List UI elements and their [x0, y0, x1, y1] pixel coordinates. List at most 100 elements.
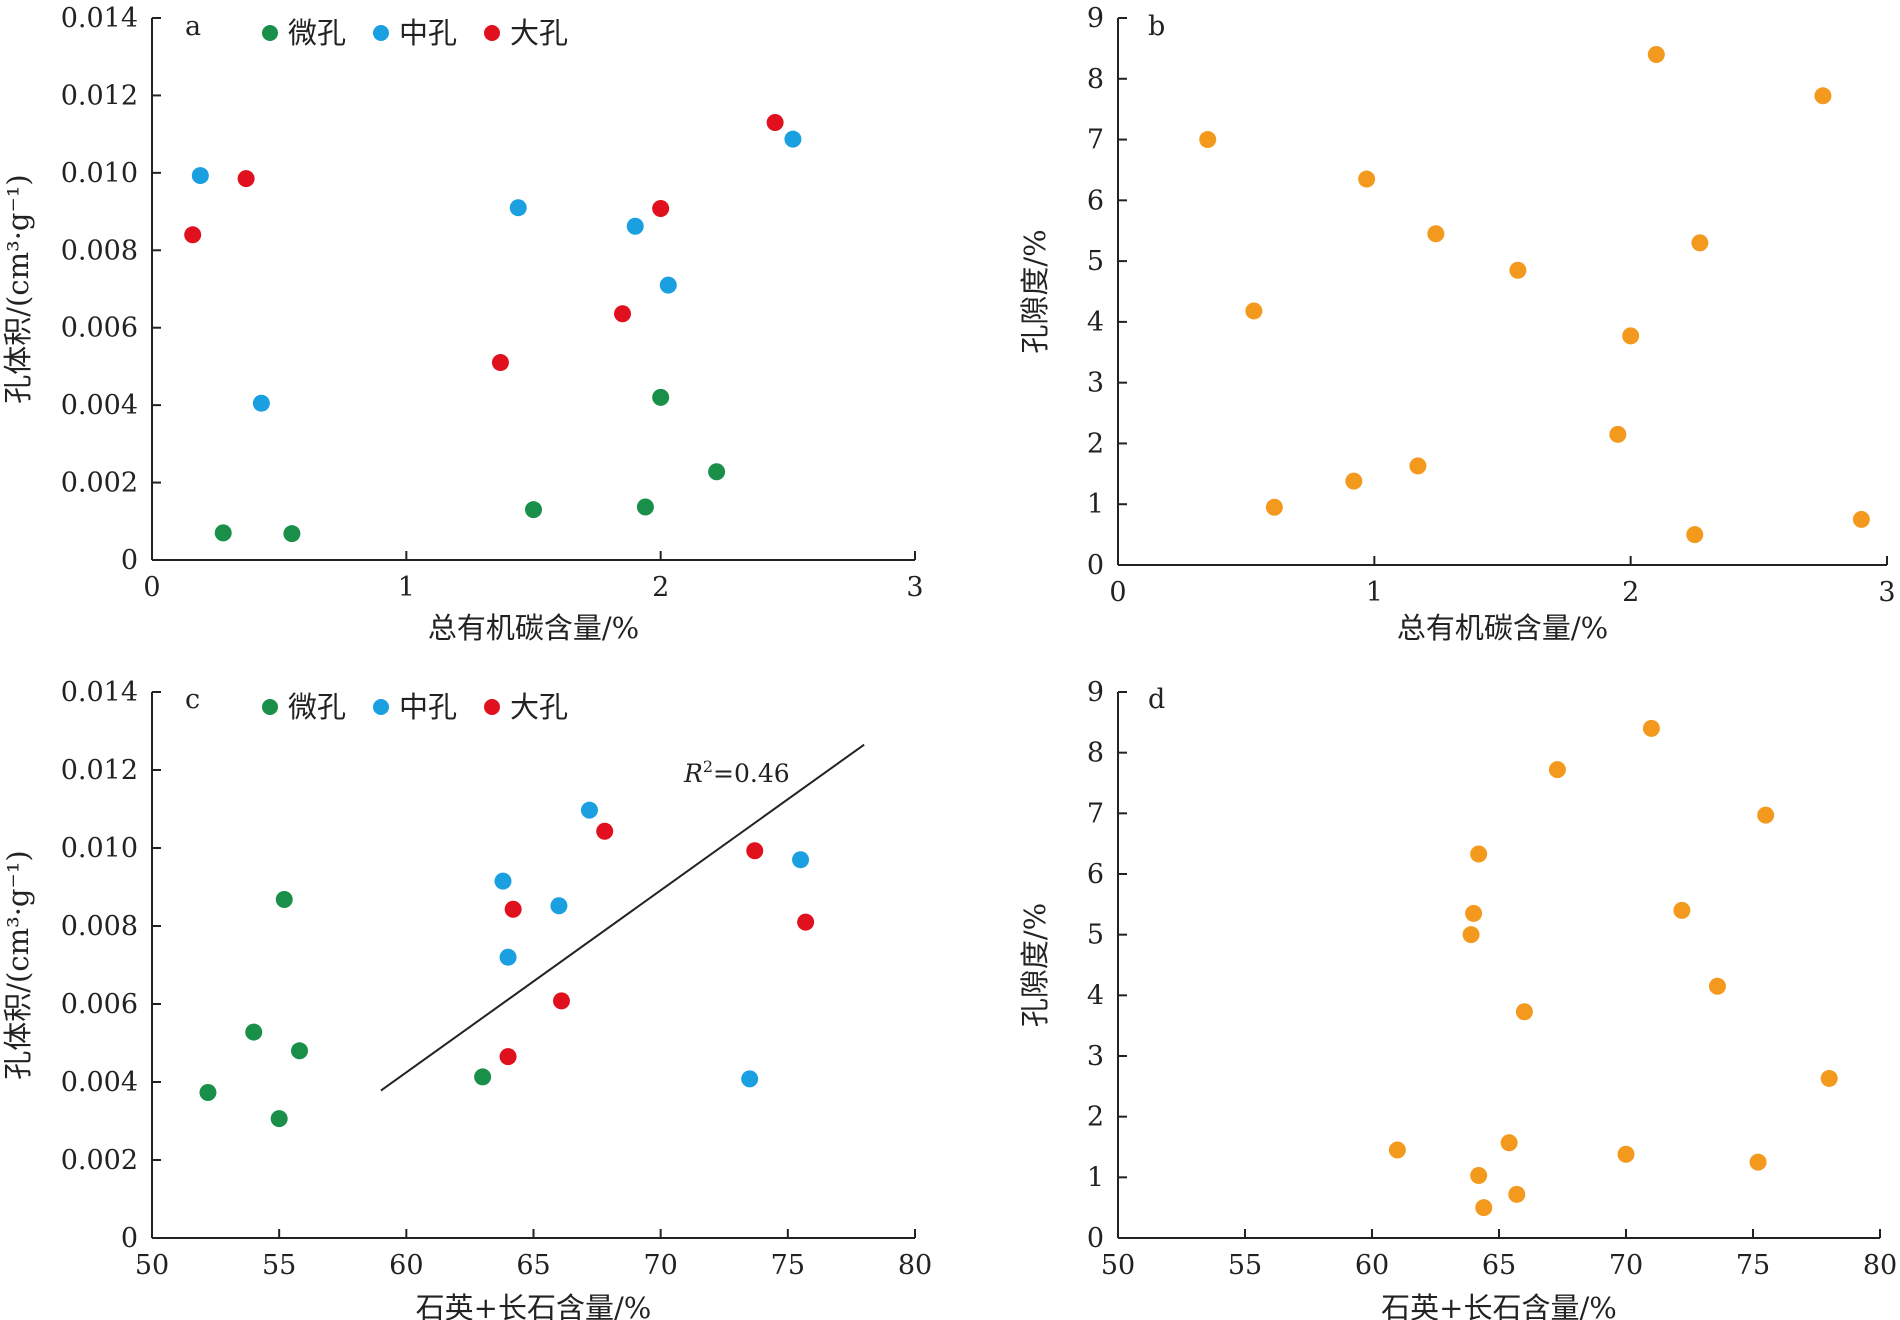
x-axis-title: 总有机碳含量/%	[1397, 611, 1608, 645]
data-point-porosity	[1708, 977, 1726, 995]
data-point-porosity	[1548, 761, 1566, 779]
data-point-porosity	[1757, 806, 1775, 824]
x-axis-title: 石英+长石含量/%	[416, 1291, 652, 1320]
x-tick-label: 60	[1355, 1250, 1389, 1281]
data-point-porosity	[1470, 845, 1488, 863]
y-tick-label: 2	[1087, 1102, 1104, 1133]
y-tick-label: 0.014	[61, 677, 138, 708]
y-tick-label: 7	[1087, 125, 1104, 156]
y-axis-title: 孔体积/(cm³·g⁻¹)	[1, 174, 35, 403]
x-tick-label: 70	[1609, 1250, 1643, 1281]
data-point-porosity	[1852, 510, 1870, 528]
chart-panel-d: 0 1 2 3 4 5 6 7 8 9 50 55 60 65 70 75 80 石英+长石含量/% 孔隙度/% d	[1018, 677, 1897, 1320]
data-point-porosity	[1749, 1153, 1767, 1171]
data-point-porosity	[1462, 926, 1480, 944]
panel-letter: b	[1148, 11, 1165, 42]
y-tick-label: 4	[1087, 980, 1104, 1011]
y-tick-label: 7	[1087, 798, 1104, 829]
x-tick-label: 60	[389, 1250, 423, 1281]
legend-marker	[484, 699, 500, 715]
y-tick-label: 8	[1087, 64, 1104, 95]
data-point-porosity	[1465, 904, 1483, 922]
y-tick-label: 6	[1087, 185, 1104, 216]
data-point-porosity	[1388, 1141, 1406, 1159]
data-point-porosity	[1617, 1145, 1635, 1163]
data-point-porosity	[1500, 1134, 1518, 1152]
x-axis-title: 石英+长石含量/%	[1381, 1291, 1617, 1320]
data-point-porosity	[1358, 170, 1376, 188]
data-point-series2	[237, 170, 255, 188]
data-point-series2	[766, 114, 784, 132]
data-point-series1	[626, 217, 644, 235]
data-point-series2	[552, 992, 570, 1010]
x-tick-label: 65	[1482, 1250, 1516, 1281]
x-tick-label: 75	[1736, 1250, 1770, 1281]
y-tick-label: 3	[1087, 368, 1104, 399]
data-point-series0	[708, 463, 726, 481]
legend-label: 中孔	[399, 16, 457, 50]
data-point-porosity	[1470, 1167, 1488, 1185]
x-tick-label: 2	[1622, 577, 1639, 608]
r-value: =0.46	[713, 759, 790, 788]
y-tick-label: 0	[121, 545, 138, 576]
y-tick-label: 2	[1087, 428, 1104, 459]
data-point-porosity	[1609, 425, 1627, 443]
y-tick-label: 0.014	[61, 3, 138, 34]
trendline	[380, 743, 865, 1092]
data-point-series1	[659, 276, 677, 294]
x-tick-label: 65	[516, 1250, 550, 1281]
data-point-series1	[580, 801, 598, 819]
data-point-porosity	[1508, 1185, 1526, 1203]
y-tick-label: 0.008	[61, 911, 138, 942]
y-tick-label: 3	[1087, 1041, 1104, 1072]
x-tick-label: 55	[1228, 1250, 1262, 1281]
x-tick-label: 80	[1863, 1250, 1897, 1281]
data-point-porosity	[1345, 472, 1363, 490]
data-point-series0	[199, 1084, 217, 1102]
y-tick-label: 0.002	[61, 1145, 138, 1176]
y-tick-label: 4	[1087, 307, 1104, 338]
data-point-porosity	[1265, 498, 1283, 516]
data-point-series1	[550, 897, 568, 915]
x-tick-label: 1	[1366, 577, 1383, 608]
legend-marker	[262, 25, 278, 41]
data-point-porosity	[1515, 1003, 1533, 1021]
data-point-series0	[270, 1110, 288, 1128]
data-point-series1	[792, 851, 810, 869]
x-tick-label: 0	[1109, 577, 1126, 608]
y-tick-label: 1	[1087, 1162, 1104, 1193]
y-tick-label: 0	[1087, 1223, 1104, 1254]
legend-label: 微孔	[288, 690, 346, 724]
data-point-series2	[504, 900, 522, 918]
data-point-series1	[494, 872, 512, 890]
data-point-series2	[797, 913, 815, 931]
data-point-porosity	[1509, 261, 1527, 279]
y-tick-label: 0	[1087, 550, 1104, 581]
legend-marker	[484, 25, 500, 41]
data-point-series1	[784, 130, 802, 148]
y-tick-label: 0.004	[61, 1067, 138, 1098]
y-tick-label: 6	[1087, 859, 1104, 890]
chart-panel-a: 0 0.002 0.004 0.006 0.008 0.010 0.012 0.014 0 1 2 3…	[1, 3, 924, 645]
x-tick-label: 1	[398, 572, 415, 603]
y-tick-label: 5	[1087, 920, 1104, 951]
y-tick-label: 0.004	[61, 390, 138, 421]
data-point-series2	[499, 1048, 517, 1066]
y-tick-label: 0.008	[61, 235, 138, 266]
panel-letter: a	[185, 11, 201, 42]
data-point-series1	[191, 167, 209, 185]
legend-label: 大孔	[510, 16, 568, 50]
x-tick-label: 75	[771, 1250, 805, 1281]
x-tick-label: 80	[898, 1250, 932, 1281]
y-tick-label: 0.010	[61, 833, 138, 864]
r-squared-annotation: R2=0.46	[683, 757, 790, 788]
data-point-series0	[652, 388, 670, 406]
data-point-series2	[614, 305, 632, 323]
y-tick-label: 9	[1087, 3, 1104, 34]
data-point-series0	[291, 1042, 309, 1060]
data-point-series0	[636, 498, 654, 516]
data-point-porosity	[1686, 526, 1704, 544]
x-axis-title: 总有机碳含量/%	[428, 611, 639, 645]
legend-label: 大孔	[510, 690, 568, 724]
y-axis-title: 孔隙度/%	[1018, 903, 1052, 1027]
